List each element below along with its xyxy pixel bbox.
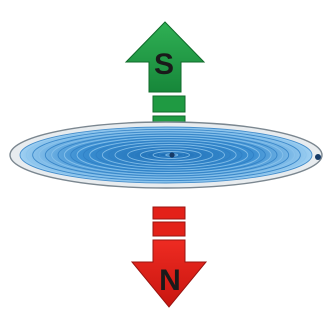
coil-ring: [133, 147, 208, 163]
coil-ring: [146, 149, 196, 161]
coil-ring: [25, 127, 307, 183]
coil-ring: [120, 145, 220, 165]
coil-ring: [95, 140, 243, 170]
coil-ring: [89, 139, 249, 171]
north-arrow-head: [130, 239, 208, 308]
coil-ring: [82, 138, 255, 172]
coil-rings: [19, 126, 313, 184]
coil-ring: [38, 130, 295, 180]
coil-ring: [76, 137, 260, 173]
coil-ring: [44, 131, 290, 179]
south-arrow-head: [124, 21, 206, 93]
north-arrow-segment: [152, 221, 186, 237]
coil-ring: [19, 126, 313, 184]
north-pole-label: N: [159, 264, 181, 297]
coil-ring: [101, 141, 237, 169]
coil-ring: [70, 135, 266, 175]
south-pole-label: S: [154, 48, 174, 81]
coil-ring: [63, 134, 272, 176]
north-arrow-segment: [152, 206, 186, 220]
coil-ring: [114, 144, 225, 166]
coil-ring: [32, 128, 301, 182]
south-arrow-segment: [152, 95, 186, 113]
coil-terminal-dot: [315, 154, 321, 160]
coil-ring: [51, 132, 284, 178]
north-arrow-icon: N: [130, 206, 208, 308]
coil-ring: [57, 133, 278, 177]
coil-ring: [152, 151, 190, 159]
south-arrow-icon: S: [124, 21, 206, 131]
coil-ring: [139, 148, 202, 162]
coil-center-dot: [169, 152, 175, 158]
coil-ring: [108, 142, 231, 168]
coil-ring: [127, 146, 214, 164]
spiral-coil-icon: [9, 121, 323, 189]
